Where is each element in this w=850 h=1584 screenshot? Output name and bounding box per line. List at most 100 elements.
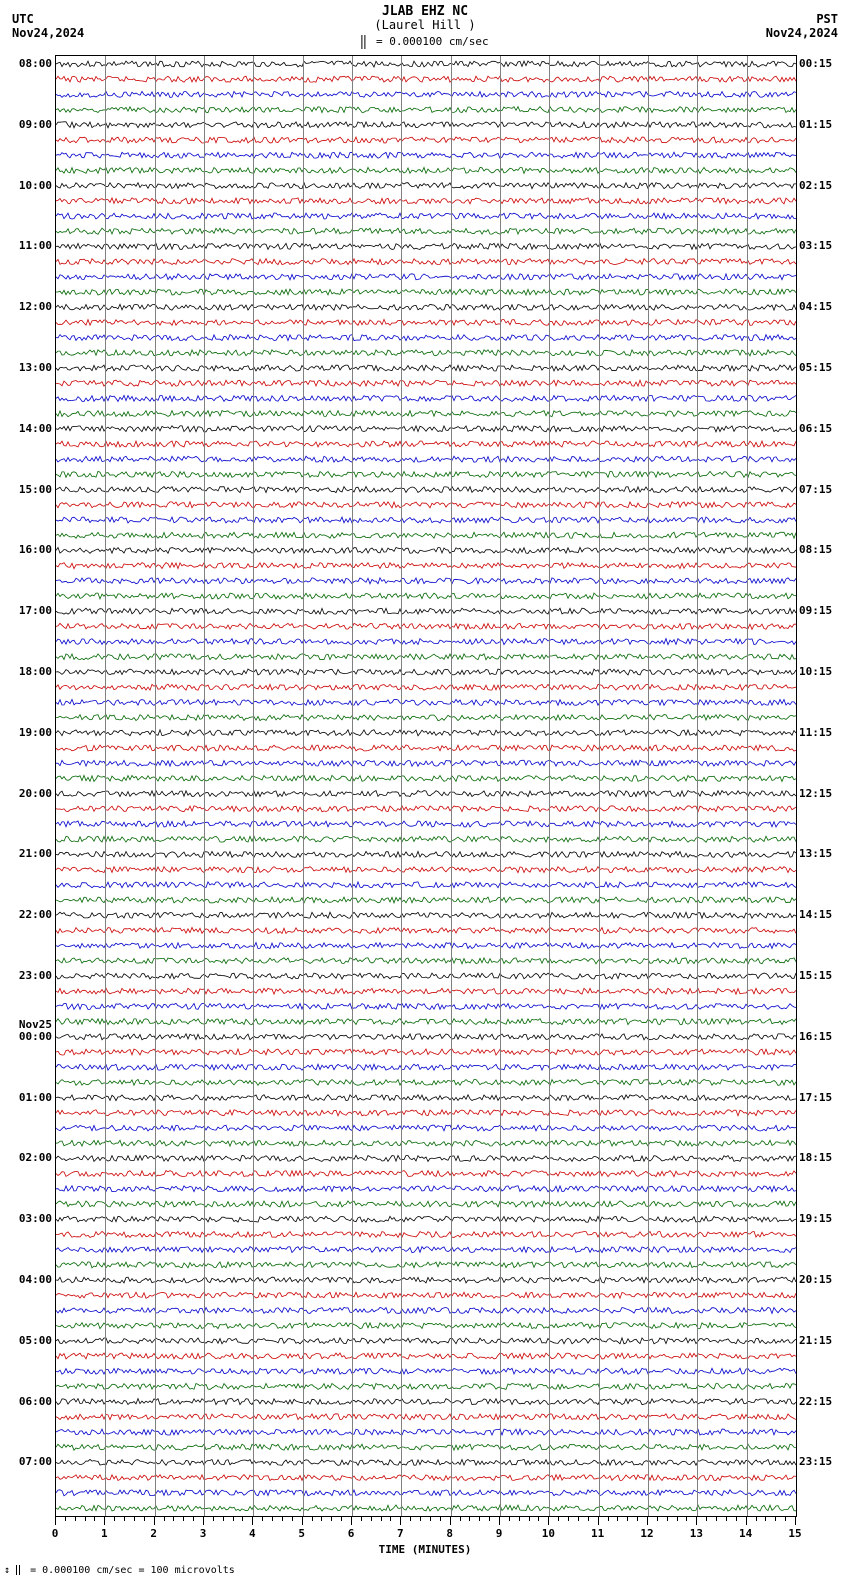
utc-time-label: 06:00: [2, 1395, 52, 1408]
grid-line: [648, 56, 649, 1516]
pst-time-label: 18:15: [799, 1151, 849, 1164]
x-tick-label: 10: [542, 1527, 555, 1540]
x-tick-minor: [756, 1517, 757, 1521]
x-tick-minor: [627, 1517, 628, 1521]
x-tick: [252, 1517, 253, 1525]
utc-time-label: 16:00: [2, 543, 52, 556]
footer-prefix: ↕: [4, 1565, 10, 1576]
seismic-trace: [56, 1019, 796, 1025]
x-tick-label: 7: [397, 1527, 404, 1540]
x-tick-minor: [785, 1517, 786, 1521]
seismic-trace: [56, 958, 796, 964]
seismic-trace: [56, 1429, 796, 1435]
x-tick-minor: [479, 1517, 480, 1521]
x-tick-label: 3: [200, 1527, 207, 1540]
utc-time-label: 15:00: [2, 483, 52, 496]
utc-time-label: 10:00: [2, 179, 52, 192]
x-tick-minor: [410, 1517, 411, 1521]
x-tick-minor: [75, 1517, 76, 1521]
grid-line: [253, 56, 254, 1516]
utc-time-label: 23:00: [2, 969, 52, 982]
footer-text: = 0.000100 cm/sec = 100 microvolts: [30, 1565, 235, 1576]
seismic-trace: [56, 1201, 796, 1207]
x-tick-minor: [686, 1517, 687, 1521]
x-tick-label: 15: [788, 1527, 801, 1540]
x-tick-minor: [124, 1517, 125, 1521]
x-tick-label: 6: [348, 1527, 355, 1540]
utc-time-label: 17:00: [2, 604, 52, 617]
seismic-trace: [56, 259, 796, 265]
grid-line: [155, 56, 156, 1516]
x-tick-minor: [85, 1517, 86, 1521]
seismic-trace: [56, 61, 796, 67]
seismic-trace: [56, 1459, 796, 1465]
seismic-trace: [56, 547, 796, 553]
scale-bar-icon: [361, 35, 365, 49]
x-tick-label: 9: [496, 1527, 503, 1540]
seismic-trace: [56, 456, 796, 462]
x-axis: TIME (MINUTES) 0123456789101112131415: [55, 1517, 795, 1567]
x-tick-minor: [736, 1517, 737, 1521]
pst-time-label: 11:15: [799, 726, 849, 739]
x-tick-minor: [538, 1517, 539, 1521]
x-tick-minor: [430, 1517, 431, 1521]
seismic-trace: [56, 1277, 796, 1283]
header: JLAB EHZ NC (Laurel Hill ) = 0.000100 cm…: [0, 0, 850, 55]
grid-line: [352, 56, 353, 1516]
x-tick-minor: [469, 1517, 470, 1521]
pst-time-label: 14:15: [799, 908, 849, 921]
seismic-trace: [56, 760, 796, 766]
pst-time-label: 00:15: [799, 57, 849, 70]
seismic-trace: [56, 806, 796, 812]
x-tick-minor: [489, 1517, 490, 1521]
x-tick-minor: [608, 1517, 609, 1521]
x-tick: [598, 1517, 599, 1525]
seismic-trace: [56, 1140, 796, 1146]
seismic-trace: [56, 1155, 796, 1161]
x-tick-minor: [667, 1517, 668, 1521]
grid-line: [747, 56, 748, 1516]
x-tick-minor: [657, 1517, 658, 1521]
scale-text: = 0.000100 cm/sec: [376, 35, 489, 48]
seismic-trace: [56, 1186, 796, 1192]
x-tick: [647, 1517, 648, 1525]
utc-time-label: 11:00: [2, 239, 52, 252]
x-tick-minor: [65, 1517, 66, 1521]
utc-time-label: 18:00: [2, 665, 52, 678]
seismic-trace: [56, 1383, 796, 1389]
seismic-trace: [56, 623, 796, 629]
x-tick-minor: [134, 1517, 135, 1521]
x-tick-minor: [321, 1517, 322, 1521]
x-tick: [696, 1517, 697, 1525]
seismic-trace: [56, 912, 796, 918]
x-tick: [548, 1517, 549, 1525]
x-tick: [203, 1517, 204, 1525]
seismic-trace: [56, 1003, 796, 1009]
x-tick-minor: [460, 1517, 461, 1521]
x-tick-minor: [617, 1517, 618, 1521]
seismic-trace: [56, 1368, 796, 1374]
seismic-trace: [56, 350, 796, 356]
x-tick-minor: [440, 1517, 441, 1521]
x-tick: [795, 1517, 796, 1525]
pst-time-label: 22:15: [799, 1395, 849, 1408]
pst-time-label: 20:15: [799, 1273, 849, 1286]
date-left: Nov24,2024: [12, 26, 84, 40]
pst-time-label: 13:15: [799, 847, 849, 860]
x-axis-title: TIME (MINUTES): [379, 1543, 472, 1556]
seismic-trace: [56, 1490, 796, 1496]
pst-time-label: 04:15: [799, 300, 849, 313]
seismic-trace: [56, 1323, 796, 1329]
seismic-trace: [56, 152, 796, 158]
x-tick-minor: [193, 1517, 194, 1521]
seismic-trace: [56, 213, 796, 219]
x-tick-minor: [262, 1517, 263, 1521]
grid-line: [549, 56, 550, 1516]
utc-time-label: 14:00: [2, 422, 52, 435]
seismic-trace: [56, 639, 796, 645]
x-tick: [499, 1517, 500, 1525]
x-tick-label: 1: [101, 1527, 108, 1540]
seismic-trace: [56, 1125, 796, 1131]
seismic-trace: [56, 775, 796, 781]
seismic-trace: [56, 593, 796, 599]
